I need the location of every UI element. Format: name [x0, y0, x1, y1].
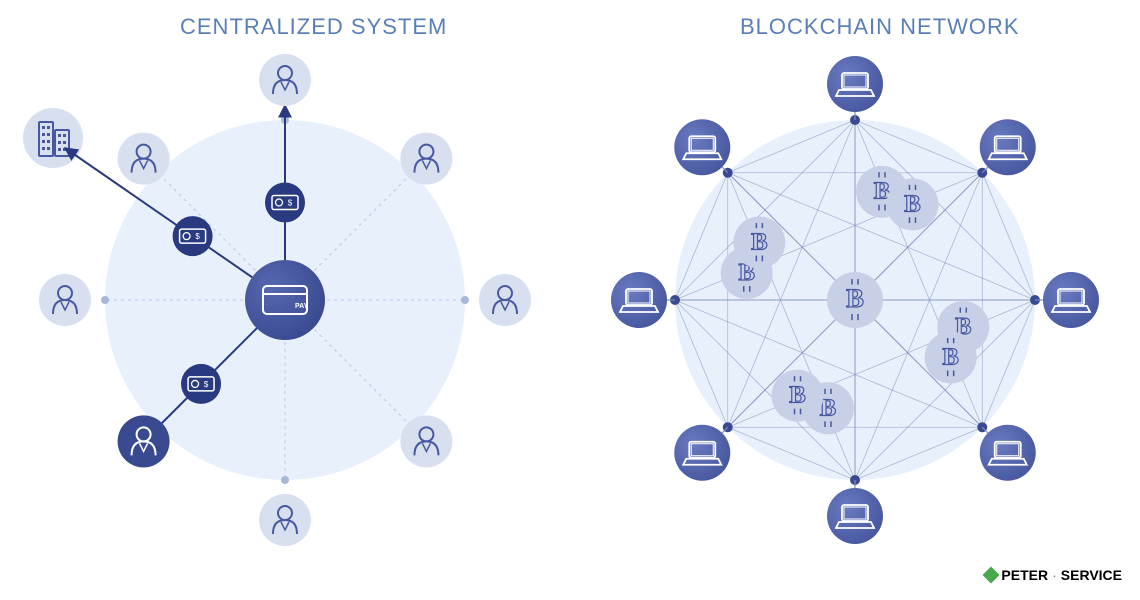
person-icon — [39, 274, 91, 326]
laptop-icon — [674, 425, 730, 481]
blockchain-diagram: BBBBBBBBB — [570, 40, 1140, 600]
person-icon — [118, 415, 170, 467]
svg-text:$: $ — [195, 232, 200, 241]
bitcoin-icon: B — [733, 217, 785, 269]
laptop-icon — [827, 56, 883, 112]
logo-text-1: PETER — [1001, 567, 1048, 583]
svg-text:B: B — [751, 229, 767, 256]
bitcoin-icon: B — [827, 272, 883, 328]
bitcoin-icon: B — [772, 370, 824, 422]
money-icon: $ — [265, 183, 305, 223]
title-centralized: CENTRALIZED SYSTEM — [180, 14, 447, 40]
svg-text:PAY: PAY — [295, 303, 309, 310]
laptop-icon — [827, 488, 883, 544]
svg-text:$: $ — [204, 380, 209, 389]
bitcoin-icon: B — [886, 178, 938, 230]
svg-text:B: B — [904, 190, 920, 217]
svg-text:B: B — [942, 343, 958, 370]
logo-text-2: SERVICE — [1061, 567, 1122, 583]
svg-text:$: $ — [288, 199, 293, 208]
svg-text:B: B — [846, 283, 864, 313]
laptop-icon — [674, 119, 730, 175]
person-icon — [259, 494, 311, 546]
laptop-icon — [980, 425, 1036, 481]
building-icon — [23, 108, 83, 168]
money-icon: $ — [181, 364, 221, 404]
person-icon — [400, 415, 452, 467]
laptop-icon — [980, 119, 1036, 175]
logo-separator: · — [1052, 567, 1057, 583]
person-icon — [118, 133, 170, 185]
money-icon: $ — [173, 216, 213, 256]
centralized-diagram: $ $ $ PAY — [0, 40, 570, 600]
logo-diamond-icon — [983, 567, 1000, 584]
title-blockchain: BLOCKCHAIN NETWORK — [740, 14, 1020, 40]
laptop-icon — [611, 272, 667, 328]
bitcoin-icon: B — [925, 331, 977, 383]
svg-text:B: B — [789, 382, 805, 409]
laptop-icon — [1043, 272, 1099, 328]
person-icon — [479, 274, 531, 326]
logo: PETER · SERVICE — [985, 567, 1122, 583]
hub-pay-icon: PAY — [245, 260, 325, 340]
person-icon — [400, 133, 452, 185]
person-icon — [259, 54, 311, 106]
